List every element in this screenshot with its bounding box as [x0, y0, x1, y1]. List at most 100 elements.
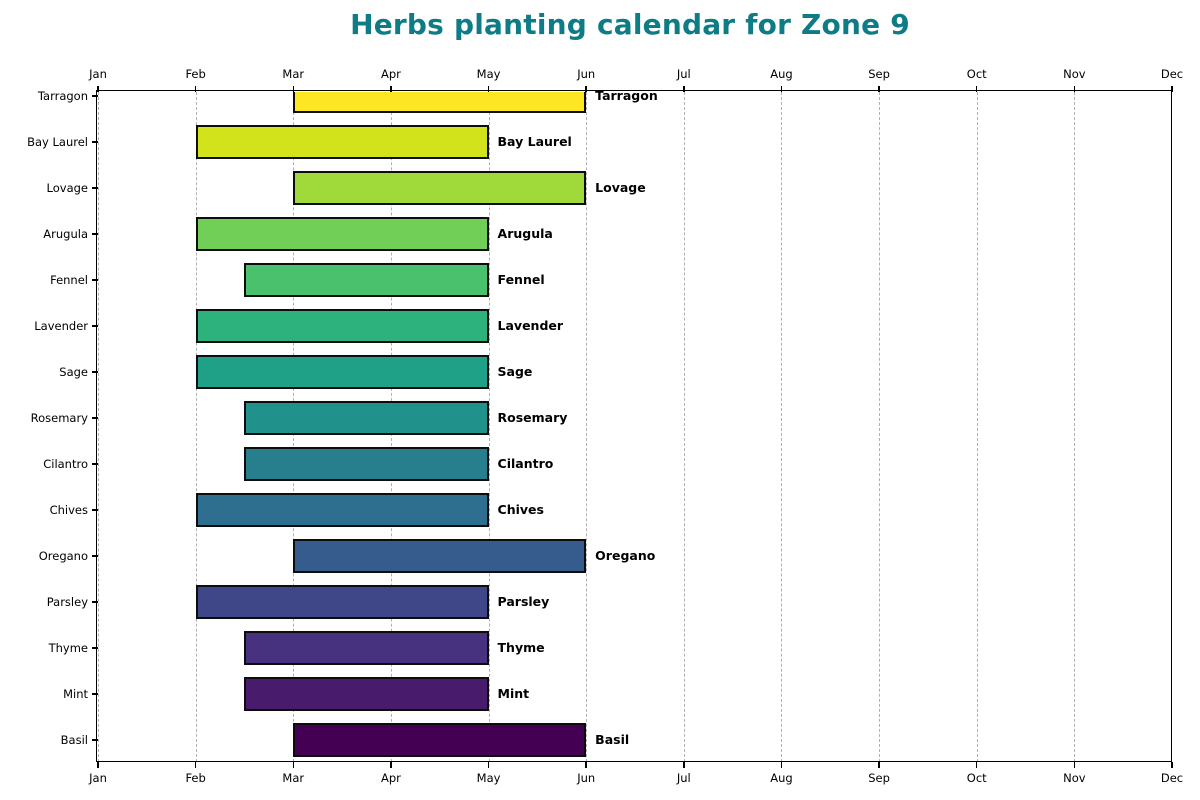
month-label-top: Feb [185, 67, 206, 81]
month-gridline [781, 92, 783, 762]
y-tick-label: Lovage [46, 181, 88, 195]
gantt-bar-thyme [244, 631, 489, 665]
month-label-bottom: Jan [89, 771, 107, 785]
bar-end-label: Arugula [497, 226, 553, 241]
bar-end-label: Thyme [497, 640, 545, 655]
month-tick-top [780, 86, 783, 92]
bar-end-label: Tarragon [595, 88, 658, 103]
month-tick-bottom [292, 762, 295, 768]
month-tick-top [97, 86, 99, 92]
month-label-bottom: May [476, 771, 501, 785]
month-label-top: Aug [770, 67, 793, 81]
bar-end-label: Lavender [497, 318, 564, 333]
y-tick [91, 279, 98, 281]
month-tick-bottom [683, 762, 685, 768]
y-tick-label: Bay Laurel [27, 135, 88, 149]
month-gridline [976, 92, 978, 762]
month-label-top: Jan [89, 67, 107, 81]
y-tick-label: Mint [63, 687, 88, 701]
month-tick-top [1171, 86, 1173, 92]
y-tick-label: Cilantro [43, 457, 88, 471]
month-tick-bottom [878, 762, 880, 768]
y-tick-label: Fennel [50, 273, 88, 287]
y-tick [91, 693, 98, 695]
gantt-bar-oregano [293, 539, 587, 573]
y-tick-label: Tarragon [37, 89, 88, 103]
gantt-bar-mint [244, 677, 489, 711]
month-tick-bottom [194, 762, 197, 768]
y-tick [91, 463, 98, 465]
month-gridline [195, 92, 197, 762]
month-label-bottom: Sep [868, 771, 890, 785]
bar-end-label: Basil [595, 732, 630, 747]
month-tick-top [975, 86, 978, 92]
month-label-bottom: Oct [966, 771, 987, 785]
gantt-bar-cilantro [244, 447, 489, 481]
bar-end-label: Cilantro [497, 456, 554, 471]
month-label-top: Jun [577, 67, 596, 81]
gantt-bar-lavender [195, 309, 489, 343]
y-tick [91, 555, 98, 557]
bar-end-label: Fennel [497, 272, 545, 287]
gantt-bar-arugula [195, 217, 489, 251]
month-tick-bottom [1171, 762, 1173, 768]
y-tick-label: Rosemary [30, 411, 88, 425]
y-tick-label: Basil [60, 733, 88, 747]
y-tick [91, 325, 98, 327]
month-label-top: Apr [380, 67, 401, 81]
month-gridline [488, 92, 490, 762]
month-tick-bottom [97, 762, 99, 768]
bar-end-label: Bay Laurel [497, 134, 572, 149]
y-tick-label: Sage [59, 365, 88, 379]
bar-end-label: Lovage [595, 180, 646, 195]
y-tick [91, 417, 98, 419]
month-label-bottom: Mar [282, 771, 305, 785]
bar-end-label: Oregano [595, 548, 656, 563]
gantt-bar-chives [195, 493, 489, 527]
y-tick-label: Parsley [46, 595, 88, 609]
month-label-top: Dec [1160, 67, 1184, 81]
gantt-bar-bay-laurel [195, 125, 489, 159]
month-tick-top [292, 86, 295, 92]
bar-end-label: Rosemary [497, 410, 568, 425]
month-gridline [98, 92, 99, 762]
y-tick [91, 601, 98, 603]
month-label-top: Mar [282, 67, 305, 81]
month-tick-top [1073, 86, 1076, 92]
bar-end-label: Chives [497, 502, 544, 517]
gantt-bar-basil [293, 723, 587, 757]
month-tick-top [683, 86, 685, 92]
y-tick [91, 95, 98, 97]
month-tick-bottom [585, 762, 587, 768]
month-tick-bottom [390, 762, 392, 768]
month-tick-top [390, 86, 392, 92]
month-label-bottom: Nov [1063, 771, 1086, 785]
month-tick-bottom [975, 762, 978, 768]
gantt-bar-fennel [244, 263, 489, 297]
y-tick-label: Thyme [48, 641, 88, 655]
y-tick [91, 187, 98, 189]
gantt-bar-lovage [293, 171, 587, 205]
month-label-top: Oct [966, 67, 987, 81]
y-tick [91, 647, 98, 649]
y-tick [91, 141, 98, 143]
month-gridline [1074, 92, 1076, 762]
month-label-bottom: Jul [676, 771, 691, 785]
y-tick [91, 739, 98, 741]
month-gridline [879, 92, 881, 762]
month-tick-top [487, 86, 490, 92]
month-label-bottom: Apr [380, 771, 401, 785]
bar-end-label: Parsley [497, 594, 550, 609]
month-label-bottom: Feb [185, 771, 206, 785]
month-gridline [683, 92, 685, 762]
y-tick-label: Oregano [38, 549, 88, 563]
month-label-bottom: Jun [577, 771, 596, 785]
month-gridline [586, 92, 588, 762]
month-tick-bottom [1073, 762, 1076, 768]
y-tick [91, 509, 98, 511]
month-label-top: Sep [868, 67, 890, 81]
month-label-top: Jul [676, 67, 691, 81]
y-tick-label: Lavender [34, 319, 88, 333]
gantt-bar-sage [195, 355, 489, 389]
